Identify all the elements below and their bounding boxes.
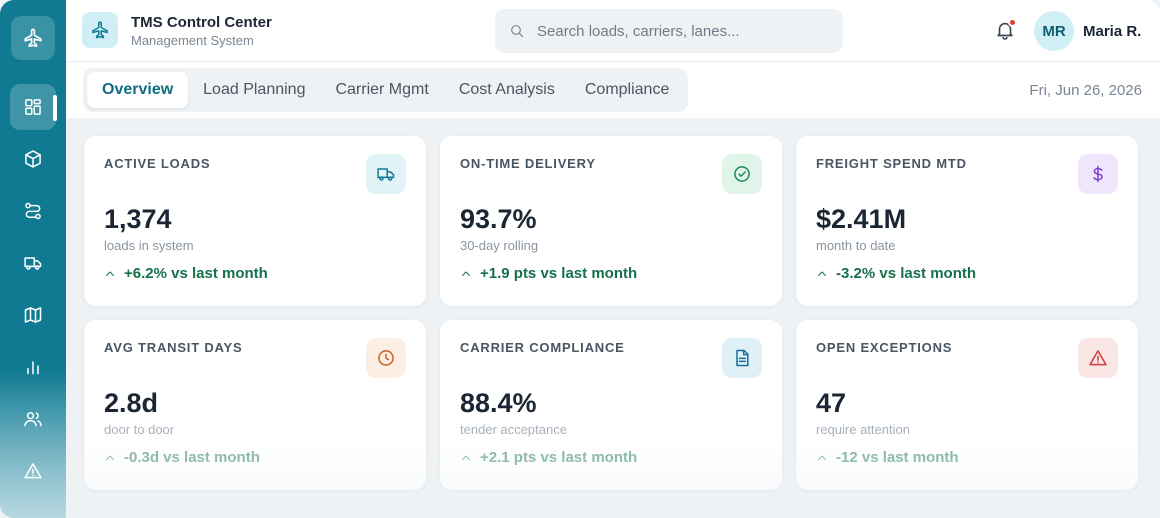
top-header: TMS Control Center Management System MR … [66,0,1160,62]
kpi-label: ACTIVE LOADS [104,156,211,171]
kpi-value: 47 [816,388,847,418]
user-name[interactable]: Maria R. [1083,23,1142,40]
kpi-icon-badge [1078,154,1118,194]
kpi-icon-badge [722,338,762,378]
chevron-up-icon [462,455,470,460]
grid-icon [25,99,41,115]
kpi-trend-text: +2.1 pts vs last month [480,449,638,466]
sidebar-item-alerts[interactable] [10,448,56,494]
kpi-trend: -0.3d vs last month [104,449,260,466]
tab-bar: Overview Load Planning Carrier Mgmt Cost… [66,62,1160,118]
document-icon [736,349,749,367]
kpi-trend-text: +6.2% vs last month [124,265,268,282]
search-input[interactable] [537,22,827,40]
kpi-trend: +6.2% vs last month [104,265,268,282]
search-icon [511,25,524,38]
active-indicator [53,95,57,121]
check-circle-icon [734,166,750,182]
plane-icon [24,28,42,48]
sidebar-item-loads[interactable] [10,136,56,182]
kpi-subtext: tender acceptance [460,422,567,437]
kpi-label: FREIGHT SPEND MTD [816,156,967,171]
kpi-value: 2.8d [104,388,159,418]
kpi-card-open-exceptions[interactable]: OPEN EXCEPTIONS 47 require attention -12… [796,320,1138,490]
kpi-trend: -3.2% vs last month [816,265,976,282]
map-icon [24,307,42,323]
tab-load-planning[interactable]: Load Planning [203,81,306,98]
truck-icon [24,257,42,270]
kpi-subtext: require attention [816,422,910,437]
kpi-card-active-loads[interactable]: ACTIVE LOADS 1,374 loads in system +6.2%… [84,136,426,306]
clock-icon [378,350,394,366]
sidebar-item-users[interactable] [10,396,56,442]
tab-carrier-mgmt[interactable]: Carrier Mgmt [335,81,429,98]
kpi-card-on-time-delivery[interactable]: ON-TIME DELIVERY 93.7% 30-day rolling +1… [440,136,782,306]
kpi-icon-badge [1078,338,1118,378]
kpi-card-freight-spend[interactable]: FREIGHT SPEND MTD $2.41M month to date -… [796,136,1138,306]
kpi-trend-text: -12 vs last month [836,449,959,466]
sidebar-item-routes[interactable] [10,188,56,234]
kpi-subtext: loads in system [104,238,194,253]
bar-chart-icon [27,361,39,375]
dollar-icon [1093,165,1103,183]
notifications-button[interactable] [994,18,1018,43]
search-bar[interactable] [495,9,843,53]
avatar[interactable]: MR [1034,11,1074,51]
tab-overview[interactable]: Overview [87,72,189,108]
users-icon [24,412,42,427]
kpi-subtext: 30-day rolling [460,238,539,253]
current-date: Fri, Jun 26, 2026 [1029,82,1142,99]
tab-cost-analysis[interactable]: Cost Analysis [458,81,555,98]
app-subtitle: Management System [131,33,254,48]
box-icon [25,150,41,168]
chevron-up-icon [818,271,826,276]
sidebar [0,0,66,518]
truck-icon [377,168,395,181]
notification-dot [1008,18,1017,27]
alert-triangle-icon [24,463,42,479]
alert-triangle-icon [1089,350,1107,366]
kpi-icon-badge [366,154,406,194]
kpi-subtext: month to date [816,238,896,253]
sidebar-item-map[interactable] [10,292,56,338]
kpi-trend-text: +1.9 pts vs last month [480,265,638,282]
app-title: TMS Control Center [131,14,272,31]
kpi-label: OPEN EXCEPTIONS [816,340,953,355]
tab-list: Overview Load Planning Carrier Mgmt Cost… [83,68,689,112]
sidebar-item-carriers[interactable] [10,240,56,286]
kpi-icon-badge [722,154,762,194]
sidebar-item-dashboard[interactable] [10,84,56,130]
kpi-value: 88.4% [460,388,537,418]
kpi-trend-text: -3.2% vs last month [836,265,977,282]
kpi-trend: +2.1 pts vs last month [460,449,637,466]
kpi-trend: +1.9 pts vs last month [460,265,637,282]
kpi-trend: -12 vs last month [816,449,959,466]
chevron-up-icon [106,455,114,460]
sidebar-item-analytics[interactable] [10,344,56,390]
plane-icon [92,21,108,39]
chevron-up-icon [818,455,826,460]
kpi-label: ON-TIME DELIVERY [460,156,596,171]
kpi-card-avg-transit[interactable]: AVG TRANSIT DAYS 2.8d door to door -0.3d… [84,320,426,490]
chevron-up-icon [106,271,114,276]
route-icon [25,202,41,220]
chevron-up-icon [462,271,470,276]
kpi-subtext: door to door [104,422,175,437]
logo[interactable] [11,16,55,60]
kpi-value: $2.41M [816,204,907,234]
kpi-trend-text: -0.3d vs last month [124,449,260,466]
kpi-label: CARRIER COMPLIANCE [460,340,625,355]
kpi-value: 93.7% [460,204,537,234]
kpi-value: 1,374 [104,204,172,234]
brand-logo [82,12,118,48]
kpi-icon-badge [366,338,406,378]
tab-compliance[interactable]: Compliance [584,81,670,98]
kpi-card-carrier-compliance[interactable]: CARRIER COMPLIANCE 88.4% tender acceptan… [440,320,782,490]
bell-icon [997,22,1013,40]
kpi-label: AVG TRANSIT DAYS [104,340,243,355]
